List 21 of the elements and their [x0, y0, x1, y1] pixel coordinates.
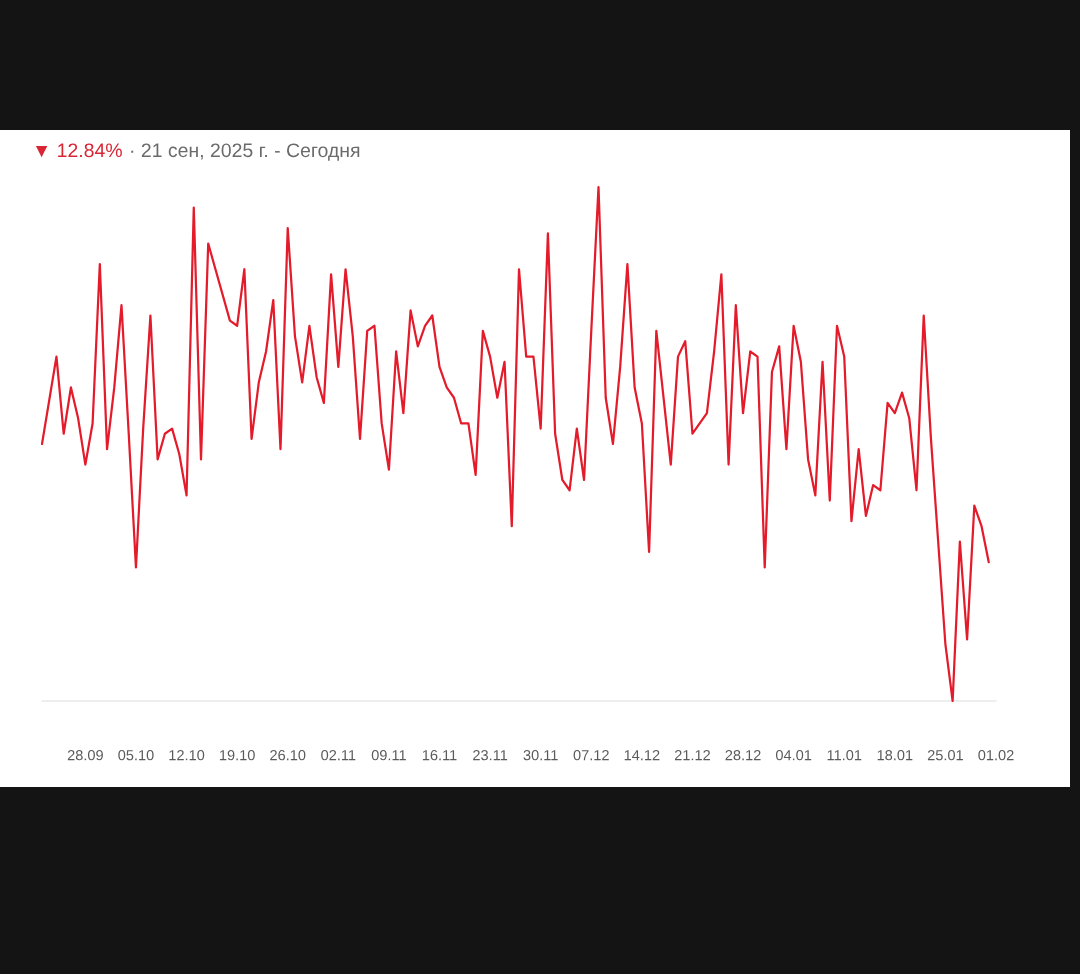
chart-title: ▼ 12.84% [35, 143, 122, 158]
x-tick-label: 12.10 [169, 750, 205, 761]
x-tick-label: 14.12 [624, 750, 660, 761]
x-tick-label: 25.01 [927, 750, 963, 761]
x-tick-label: 04.01 [775, 750, 812, 761]
x-tick-label: 05.10 [118, 750, 154, 761]
x-tick-label: 30.11 [523, 750, 558, 761]
x-tick-label: 19.10 [220, 750, 255, 761]
x-tick-label: 28.12 [725, 750, 761, 761]
chart-subtitle: · 21 сен, 2025 г. - Сегодня [131, 143, 360, 161]
x-tick-label: 23.11 [473, 750, 508, 761]
x-tick-label: 09.11 [371, 750, 406, 761]
x-tick-label: 16.11 [422, 750, 457, 761]
x-tick-label: 02.11 [321, 750, 356, 761]
x-tick-label: 01.02 [978, 750, 1014, 761]
x-tick-label: 11.01 [827, 750, 862, 761]
x-tick-label: 18.01 [877, 750, 913, 761]
x-tick-label: 28.09 [67, 750, 103, 761]
x-tick-label: 26.10 [270, 750, 306, 761]
x-tick-label: 21.12 [674, 750, 710, 761]
x-tick-label: 07.12 [573, 750, 609, 761]
